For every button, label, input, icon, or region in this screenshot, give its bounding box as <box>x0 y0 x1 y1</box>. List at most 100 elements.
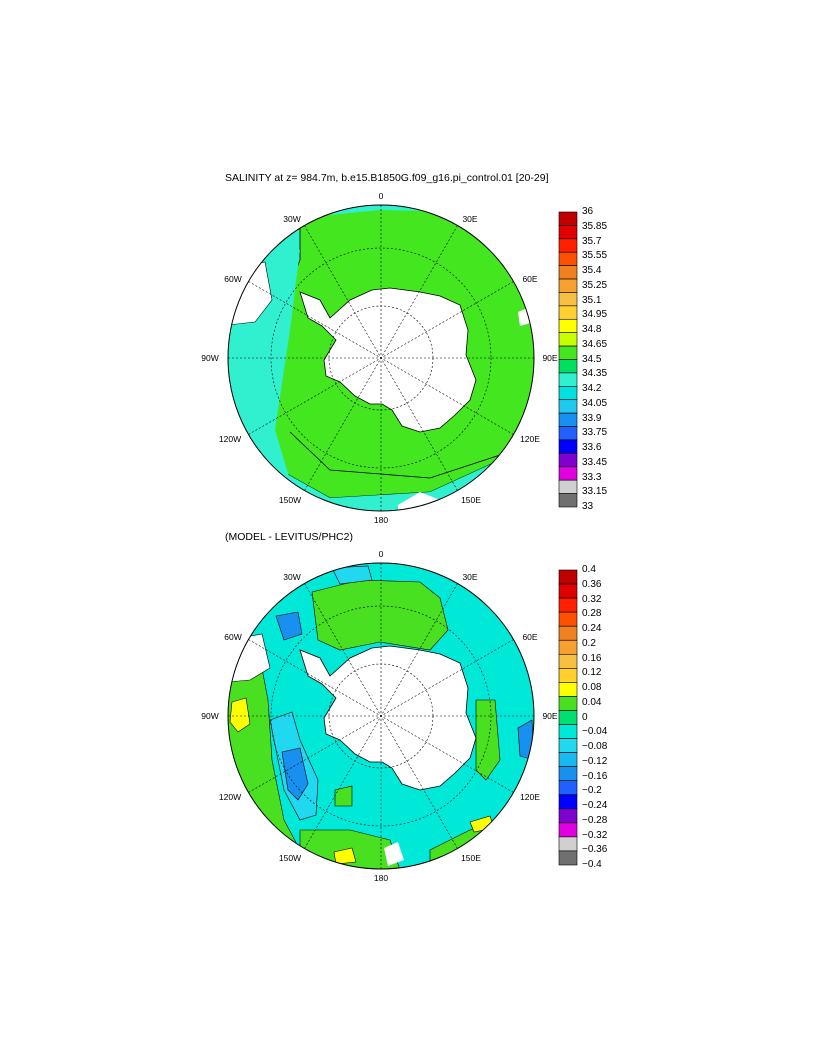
colorbar-swatch <box>558 808 578 824</box>
colorbar-tick-label: 35.7 <box>582 235 602 247</box>
map-title-salinity: SALINITY at z= 984.7m, b.e15.B1850G.f09_… <box>225 172 549 184</box>
colorbar-swatch <box>558 332 578 347</box>
lon-label-120w: 120W <box>219 792 241 802</box>
colorbar-swatch <box>558 265 578 280</box>
lon-label-120w: 120W <box>219 434 241 444</box>
colorbar-swatch <box>558 345 578 360</box>
colorbar-swatch <box>558 412 578 427</box>
colorbar-swatch <box>558 399 578 414</box>
colorbar-swatch <box>558 292 578 307</box>
colorbar-tick-label: −0.16 <box>582 770 608 782</box>
lon-label-30w: 30W <box>283 572 300 582</box>
colorbar-tick-label: 33.75 <box>582 427 608 439</box>
lon-label-30e: 30E <box>462 214 477 224</box>
colorbar-swatch <box>558 724 578 739</box>
colorbar-tick-label: −0.32 <box>582 829 608 841</box>
colorbar-tick-label: −0.04 <box>582 726 608 738</box>
colorbar-tick-label: 35.55 <box>582 250 608 262</box>
colorbar-swatch <box>558 426 578 441</box>
colorbar-tick-label: −0.12 <box>582 755 608 767</box>
colorbar-tick-label: 35.4 <box>582 265 602 276</box>
lon-label-60w: 60W <box>224 632 241 642</box>
colorbar-swatch <box>558 225 578 240</box>
colorbar-tick-label: 34.8 <box>582 324 602 335</box>
colorbar-tick-label: 34.2 <box>582 383 602 394</box>
colorbar-swatch <box>558 653 578 669</box>
lon-label-0: 0 <box>379 191 384 201</box>
colorbar-tick-label: −0.28 <box>582 814 608 826</box>
colorbar-tick-label: −0.36 <box>582 844 608 856</box>
colorbar-swatch <box>558 752 578 767</box>
lon-label-150e: 150E <box>461 495 481 505</box>
lon-label-90w: 90W <box>201 353 218 363</box>
colorbar-swatch <box>558 359 578 374</box>
colorbar-tick-label: 33.6 <box>582 442 602 453</box>
colorbar-tick-label: 33.3 <box>582 471 602 483</box>
colorbar-swatch <box>558 639 578 655</box>
lon-label-0: 0 <box>379 549 384 559</box>
colorbar-difference <box>558 569 578 866</box>
colorbar-tick-label: −0.08 <box>582 741 608 752</box>
colorbar-tick-label: 33.45 <box>582 456 608 468</box>
colorbar-tick-label: 34.5 <box>582 353 602 365</box>
colorbar-tick-label: 0 <box>582 711 588 723</box>
colorbar-tick-label: 0.4 <box>582 564 596 575</box>
lon-label-120e: 120E <box>520 792 540 802</box>
colorbar-swatch <box>558 738 578 753</box>
colorbar-swatch <box>558 305 578 320</box>
diff-yellow-west <box>229 697 251 733</box>
colorbar-swatch <box>558 211 578 226</box>
map-title-difference: (MODEL - LEVITUS/PHC2) <box>225 531 353 543</box>
lon-label-60e: 60E <box>522 632 537 642</box>
colorbar-swatch <box>558 822 578 838</box>
colorbar-tick-label: 0.08 <box>582 682 602 693</box>
colorbar-swatch <box>558 794 578 810</box>
colorbar-swatch <box>558 493 578 508</box>
lon-label-120e: 120E <box>520 434 540 444</box>
colorbar-swatch <box>558 238 578 253</box>
colorbar-tick-label: 34.35 <box>582 368 608 380</box>
lon-label-180: 180 <box>374 515 388 525</box>
colorbar-swatch <box>558 682 578 697</box>
colorbar-swatch <box>558 479 578 494</box>
colorbar-swatch <box>558 710 578 725</box>
colorbar-tick-label: 0.28 <box>582 608 602 620</box>
lon-label-150w: 150W <box>279 495 301 505</box>
colorbar-tick-label: −0.4 <box>582 859 602 870</box>
colorbar-tick-label: 0.24 <box>582 623 602 634</box>
colorbar-swatch <box>558 668 578 683</box>
colorbar-tick-label: 0.16 <box>582 652 602 664</box>
colorbar-swatch <box>558 611 578 627</box>
colorbar-tick-label: 0.32 <box>582 593 602 605</box>
lon-label-90e: 90E <box>542 353 557 363</box>
colorbar-swatch <box>558 466 578 481</box>
lon-label-60w: 60W <box>224 274 241 284</box>
lon-label-150w: 150W <box>279 853 301 863</box>
lon-label-30w: 30W <box>283 214 300 224</box>
colorbar-tick-label: 34.65 <box>582 338 608 350</box>
lon-label-90e: 90E <box>542 711 557 721</box>
difference-map: 0 30E 60E 90E 120E 150E 180 150W 120W 90… <box>201 549 558 883</box>
colorbar-swatch <box>558 696 578 711</box>
colorbar-swatch <box>558 372 578 387</box>
colorbar-swatch <box>558 583 578 599</box>
colorbar-tick-label: 35.25 <box>582 279 608 291</box>
lon-label-150e: 150E <box>461 853 481 863</box>
lon-label-180: 180 <box>374 873 388 883</box>
lon-label-90w: 90W <box>201 711 218 721</box>
diff-yellow-south <box>333 847 357 865</box>
colorbar-tick-label: 34.95 <box>582 309 608 321</box>
colorbar-tick-label: 33.15 <box>582 486 608 498</box>
colorbar-swatch <box>558 251 578 266</box>
colorbar-tick-label: −0.24 <box>582 800 608 811</box>
colorbar-swatch <box>558 386 578 401</box>
colorbar-tick-label: 36 <box>582 206 594 217</box>
colorbar-swatch <box>558 569 578 585</box>
colorbar-tick-label: 0.36 <box>582 578 602 590</box>
colorbar-swatch <box>558 278 578 293</box>
colorbar-tick-label: 33.9 <box>582 412 602 424</box>
colorbar-swatch <box>558 780 578 796</box>
colorbar-tick-label: 0.04 <box>582 696 602 708</box>
lon-label-30e: 30E <box>462 572 477 582</box>
colorbar-tick-label: 34.05 <box>582 397 608 409</box>
